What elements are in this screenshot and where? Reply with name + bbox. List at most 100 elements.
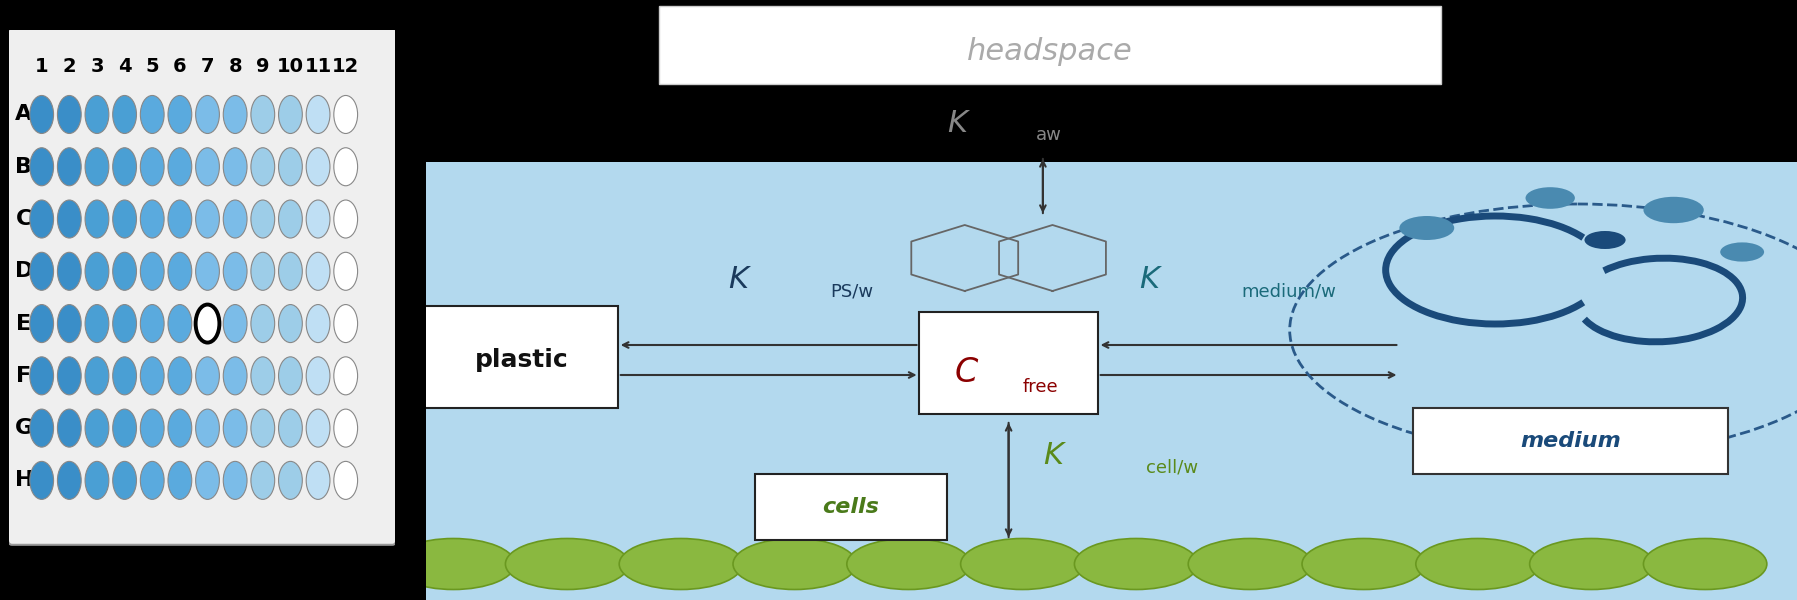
Ellipse shape: [113, 305, 137, 343]
FancyBboxPatch shape: [7, 28, 397, 545]
Text: 8: 8: [228, 58, 243, 76]
Ellipse shape: [1075, 539, 1199, 589]
Text: aw: aw: [1037, 126, 1062, 144]
Ellipse shape: [1188, 539, 1312, 589]
Ellipse shape: [196, 252, 219, 290]
Ellipse shape: [196, 357, 219, 395]
Ellipse shape: [31, 305, 54, 343]
Ellipse shape: [1529, 539, 1653, 589]
Text: $\boldsymbol{\mathit{K}}$: $\boldsymbol{\mathit{K}}$: [728, 265, 751, 293]
Ellipse shape: [58, 409, 81, 447]
Ellipse shape: [113, 461, 137, 499]
Ellipse shape: [167, 357, 192, 395]
Text: medium: medium: [1520, 431, 1621, 451]
Ellipse shape: [113, 252, 137, 290]
Ellipse shape: [84, 409, 110, 447]
FancyBboxPatch shape: [920, 312, 1098, 414]
Text: 3: 3: [90, 58, 104, 76]
Ellipse shape: [279, 148, 302, 186]
Ellipse shape: [334, 95, 358, 133]
Ellipse shape: [733, 539, 857, 589]
Ellipse shape: [58, 305, 81, 343]
Text: $\boldsymbol{\mathit{K}}$: $\boldsymbol{\mathit{K}}$: [947, 109, 970, 137]
Ellipse shape: [84, 148, 110, 186]
Text: 1: 1: [34, 58, 49, 76]
Ellipse shape: [58, 200, 81, 238]
Ellipse shape: [196, 461, 219, 499]
Ellipse shape: [31, 357, 54, 395]
Ellipse shape: [167, 305, 192, 343]
Ellipse shape: [31, 95, 54, 133]
Ellipse shape: [196, 409, 219, 447]
Ellipse shape: [31, 200, 54, 238]
Ellipse shape: [252, 357, 275, 395]
Text: E: E: [16, 314, 31, 334]
Ellipse shape: [84, 305, 110, 343]
Ellipse shape: [113, 148, 137, 186]
Ellipse shape: [1416, 539, 1540, 589]
Ellipse shape: [305, 95, 331, 133]
Text: $\boldsymbol{\mathit{K}}$: $\boldsymbol{\mathit{K}}$: [1139, 265, 1163, 293]
Ellipse shape: [167, 148, 192, 186]
Ellipse shape: [305, 305, 331, 343]
Ellipse shape: [113, 95, 137, 133]
Text: headspace: headspace: [967, 37, 1132, 65]
Ellipse shape: [305, 461, 331, 499]
Ellipse shape: [167, 95, 192, 133]
Text: 4: 4: [119, 58, 131, 76]
Ellipse shape: [305, 409, 331, 447]
FancyBboxPatch shape: [426, 162, 1797, 600]
Ellipse shape: [279, 461, 302, 499]
Ellipse shape: [279, 200, 302, 238]
Ellipse shape: [334, 461, 358, 499]
FancyBboxPatch shape: [419, 306, 618, 408]
Ellipse shape: [279, 305, 302, 343]
Ellipse shape: [305, 200, 331, 238]
Text: G: G: [14, 418, 32, 438]
Ellipse shape: [1644, 539, 1766, 589]
Ellipse shape: [31, 148, 54, 186]
Circle shape: [1585, 231, 1626, 249]
Ellipse shape: [334, 409, 358, 447]
Ellipse shape: [113, 200, 137, 238]
Ellipse shape: [305, 252, 331, 290]
Ellipse shape: [84, 252, 110, 290]
Ellipse shape: [223, 148, 246, 186]
Ellipse shape: [140, 461, 164, 499]
Text: F: F: [16, 366, 31, 386]
Ellipse shape: [58, 148, 81, 186]
Circle shape: [1720, 242, 1765, 262]
Ellipse shape: [223, 200, 246, 238]
Ellipse shape: [113, 409, 137, 447]
Ellipse shape: [223, 252, 246, 290]
Ellipse shape: [392, 539, 516, 589]
Ellipse shape: [305, 148, 331, 186]
Ellipse shape: [113, 357, 137, 395]
Ellipse shape: [58, 357, 81, 395]
Ellipse shape: [31, 409, 54, 447]
Ellipse shape: [252, 305, 275, 343]
Text: 9: 9: [255, 58, 270, 76]
Ellipse shape: [84, 461, 110, 499]
Text: B: B: [16, 157, 32, 177]
Ellipse shape: [223, 461, 246, 499]
FancyBboxPatch shape: [755, 474, 947, 540]
Ellipse shape: [620, 539, 742, 589]
Ellipse shape: [223, 95, 246, 133]
Ellipse shape: [167, 200, 192, 238]
Ellipse shape: [279, 95, 302, 133]
Text: H: H: [14, 470, 32, 490]
Ellipse shape: [140, 95, 164, 133]
Text: D: D: [14, 261, 32, 281]
Text: $\boldsymbol{\mathit{K}}$: $\boldsymbol{\mathit{K}}$: [1042, 442, 1067, 470]
Ellipse shape: [167, 252, 192, 290]
Ellipse shape: [252, 200, 275, 238]
Ellipse shape: [140, 252, 164, 290]
Ellipse shape: [961, 539, 1084, 589]
Ellipse shape: [334, 148, 358, 186]
Ellipse shape: [252, 461, 275, 499]
Text: 2: 2: [63, 58, 75, 76]
Ellipse shape: [167, 409, 192, 447]
Ellipse shape: [305, 357, 331, 395]
Circle shape: [1644, 197, 1704, 223]
